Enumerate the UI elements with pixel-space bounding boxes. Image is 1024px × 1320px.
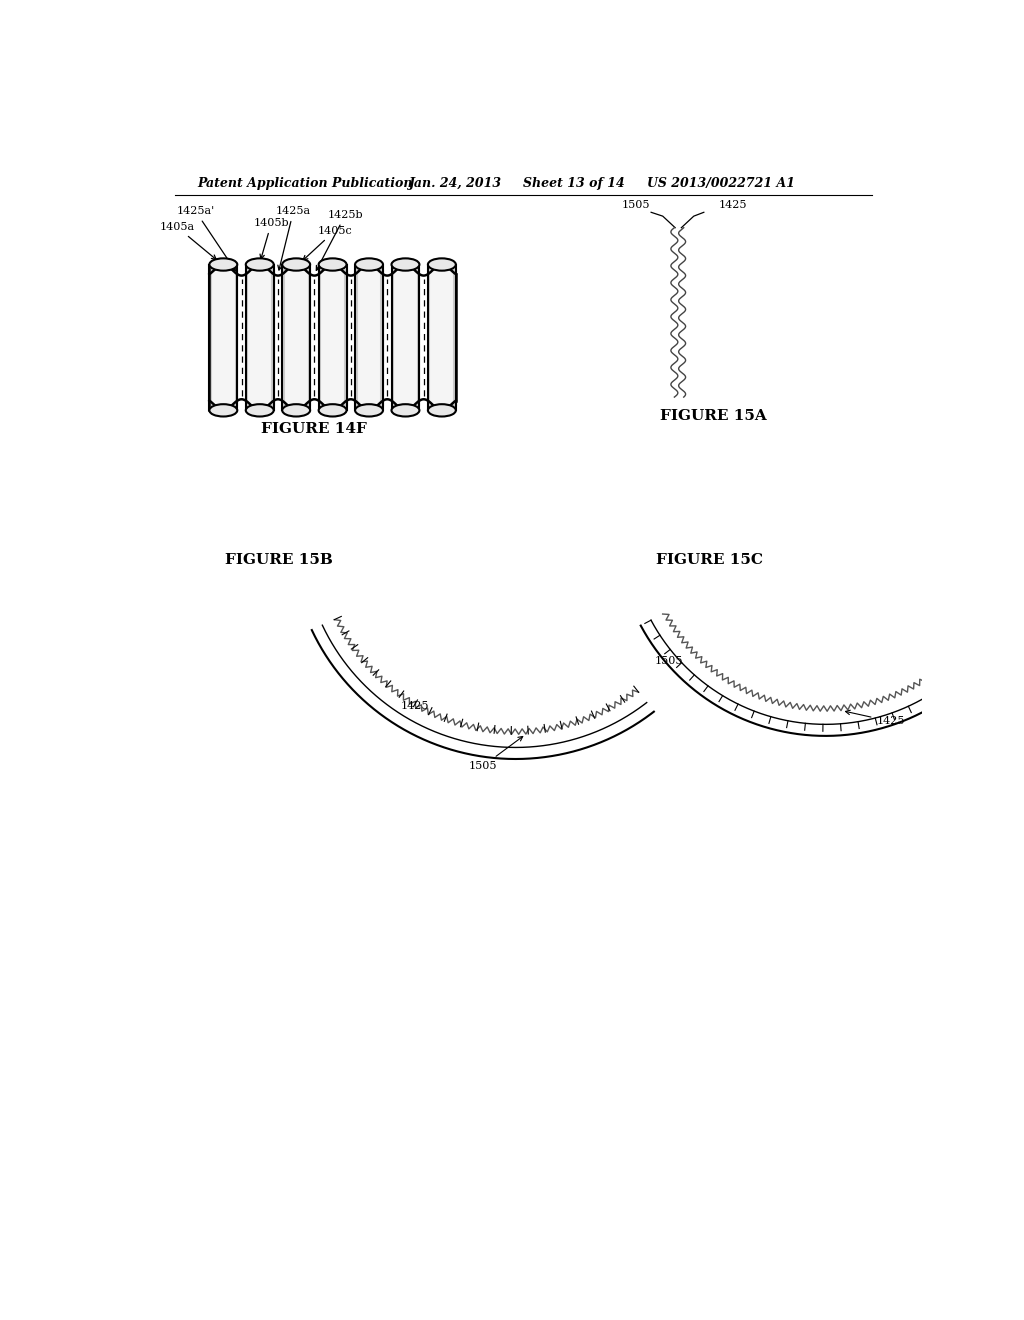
Ellipse shape [209, 404, 238, 417]
Text: US 2013/0022721 A1: US 2013/0022721 A1 [647, 177, 796, 190]
Text: 1405b: 1405b [254, 218, 289, 259]
Ellipse shape [209, 259, 238, 271]
Text: 1425: 1425 [400, 701, 429, 711]
Text: 1425: 1425 [718, 201, 746, 210]
Text: 1425b: 1425b [316, 210, 364, 271]
Text: FIGURE 15C: FIGURE 15C [655, 553, 763, 568]
Bar [283, 271, 310, 405]
Text: 1405c: 1405c [303, 226, 352, 260]
Text: FIGURE 15B: FIGURE 15B [225, 553, 333, 568]
Bar [209, 271, 238, 405]
Bar [391, 271, 420, 405]
Bar [246, 271, 273, 405]
Ellipse shape [283, 404, 310, 417]
Text: Jan. 24, 2013: Jan. 24, 2013 [409, 177, 502, 190]
Text: 1405a: 1405a [160, 222, 216, 260]
Text: 1505: 1505 [654, 656, 683, 665]
Text: 1425a: 1425a [275, 206, 311, 271]
Ellipse shape [318, 259, 346, 271]
Ellipse shape [428, 259, 456, 271]
Ellipse shape [283, 259, 310, 271]
Text: Patent Application Publication: Patent Application Publication [198, 177, 414, 190]
Text: FIGURE 15A: FIGURE 15A [659, 409, 767, 424]
Bar [428, 271, 456, 405]
Ellipse shape [246, 259, 273, 271]
Ellipse shape [355, 259, 383, 271]
Ellipse shape [318, 404, 346, 417]
Ellipse shape [246, 404, 273, 417]
Ellipse shape [391, 259, 420, 271]
Ellipse shape [355, 404, 383, 417]
Ellipse shape [428, 404, 456, 417]
Text: 1425: 1425 [846, 710, 905, 726]
Bar [355, 271, 383, 405]
Text: 1505: 1505 [469, 737, 522, 771]
Bar [318, 271, 346, 405]
Ellipse shape [391, 404, 420, 417]
Text: 1505: 1505 [622, 201, 650, 210]
Text: 1425a': 1425a' [176, 206, 236, 271]
Text: FIGURE 14F: FIGURE 14F [261, 422, 367, 437]
Text: Sheet 13 of 14: Sheet 13 of 14 [523, 177, 625, 190]
